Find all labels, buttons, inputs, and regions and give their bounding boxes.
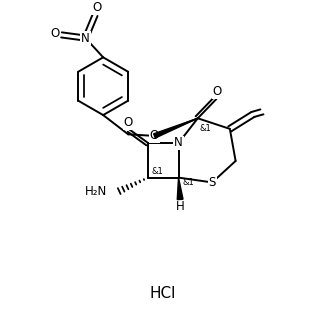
Text: HCl: HCl (149, 285, 176, 300)
Text: &1: &1 (199, 124, 211, 133)
Text: O: O (150, 129, 159, 142)
Text: N: N (174, 136, 183, 150)
Text: &1: &1 (151, 167, 163, 176)
Text: S: S (209, 176, 216, 189)
Text: H: H (176, 200, 185, 213)
Text: O: O (213, 85, 222, 99)
Text: &1: &1 (182, 178, 194, 187)
Text: N: N (81, 32, 90, 45)
Text: H₂N: H₂N (85, 185, 107, 198)
Polygon shape (154, 118, 198, 138)
Text: O: O (50, 27, 60, 40)
Text: O: O (92, 2, 101, 14)
Polygon shape (177, 177, 183, 200)
Text: O: O (123, 116, 133, 129)
